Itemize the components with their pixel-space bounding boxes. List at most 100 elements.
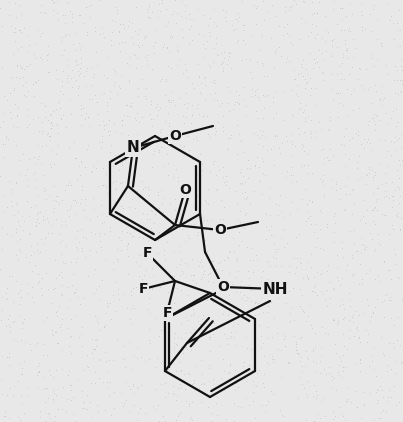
Point	[75, 72, 82, 78]
Point	[367, 11, 374, 18]
Point	[164, 300, 170, 307]
Point	[183, 67, 189, 73]
Point	[273, 110, 279, 117]
Point	[133, 344, 140, 350]
Point	[156, 105, 163, 111]
Point	[78, 187, 85, 194]
Point	[395, 118, 401, 125]
Point	[337, 301, 343, 308]
Point	[172, 330, 179, 337]
Point	[156, 333, 162, 339]
Point	[188, 346, 195, 353]
Point	[178, 319, 185, 326]
Point	[76, 162, 82, 169]
Point	[177, 383, 184, 390]
Point	[193, 279, 199, 286]
Point	[359, 197, 366, 203]
Point	[173, 263, 179, 270]
Point	[98, 210, 105, 217]
Point	[346, 334, 353, 341]
Point	[19, 325, 25, 332]
Point	[134, 417, 140, 422]
Point	[48, 300, 54, 307]
Point	[391, 139, 398, 146]
Point	[7, 328, 13, 335]
Point	[9, 74, 15, 81]
Point	[220, 287, 227, 294]
Point	[220, 54, 227, 61]
Point	[381, 95, 387, 101]
Point	[21, 24, 27, 31]
Point	[239, 190, 245, 197]
Point	[178, 256, 184, 262]
Point	[13, 278, 19, 285]
Point	[218, 60, 224, 67]
Point	[303, 417, 310, 422]
Point	[399, 157, 403, 163]
Point	[304, 353, 310, 360]
Point	[131, 114, 138, 121]
Point	[6, 12, 12, 19]
Point	[75, 294, 81, 300]
Point	[366, 318, 373, 325]
Point	[383, 211, 390, 218]
Point	[256, 322, 262, 328]
Point	[159, 304, 165, 311]
Point	[223, 173, 229, 179]
Point	[307, 75, 314, 82]
Point	[371, 2, 377, 8]
Point	[55, 130, 61, 137]
Point	[199, 160, 205, 167]
Point	[210, 258, 216, 265]
Point	[253, 299, 259, 306]
Point	[200, 381, 207, 388]
Point	[232, 273, 238, 280]
Point	[256, 177, 262, 184]
Point	[238, 0, 245, 4]
Point	[253, 21, 259, 28]
Point	[226, 49, 233, 56]
Point	[320, 176, 326, 183]
Point	[329, 384, 336, 391]
Point	[332, 413, 338, 420]
Point	[305, 71, 312, 78]
Point	[290, 41, 296, 48]
Point	[210, 160, 217, 167]
Point	[64, 181, 71, 188]
Point	[15, 104, 21, 111]
Point	[68, 182, 75, 189]
Point	[162, 349, 168, 356]
Point	[220, 311, 226, 318]
Point	[161, 162, 167, 169]
Point	[369, 146, 375, 153]
Point	[336, 372, 343, 379]
Point	[312, 368, 318, 374]
Point	[284, 138, 290, 144]
Point	[166, 49, 172, 56]
Point	[195, 312, 202, 319]
Point	[9, 319, 16, 325]
Point	[50, 108, 56, 115]
Point	[37, 54, 44, 60]
Point	[89, 163, 96, 170]
Point	[370, 366, 377, 373]
Point	[374, 184, 381, 191]
Point	[185, 232, 192, 238]
Point	[112, 17, 118, 24]
Point	[35, 26, 42, 33]
Point	[367, 390, 373, 396]
Point	[58, 269, 64, 276]
Point	[197, 380, 204, 387]
Point	[44, 57, 50, 64]
Point	[116, 48, 123, 55]
Point	[330, 284, 337, 291]
Point	[267, 212, 273, 219]
Point	[93, 336, 100, 343]
Point	[378, 211, 385, 217]
Point	[313, 387, 319, 394]
Point	[150, 43, 156, 49]
Point	[260, 380, 266, 387]
Point	[390, 197, 397, 204]
Point	[260, 104, 267, 111]
Point	[245, 275, 252, 281]
